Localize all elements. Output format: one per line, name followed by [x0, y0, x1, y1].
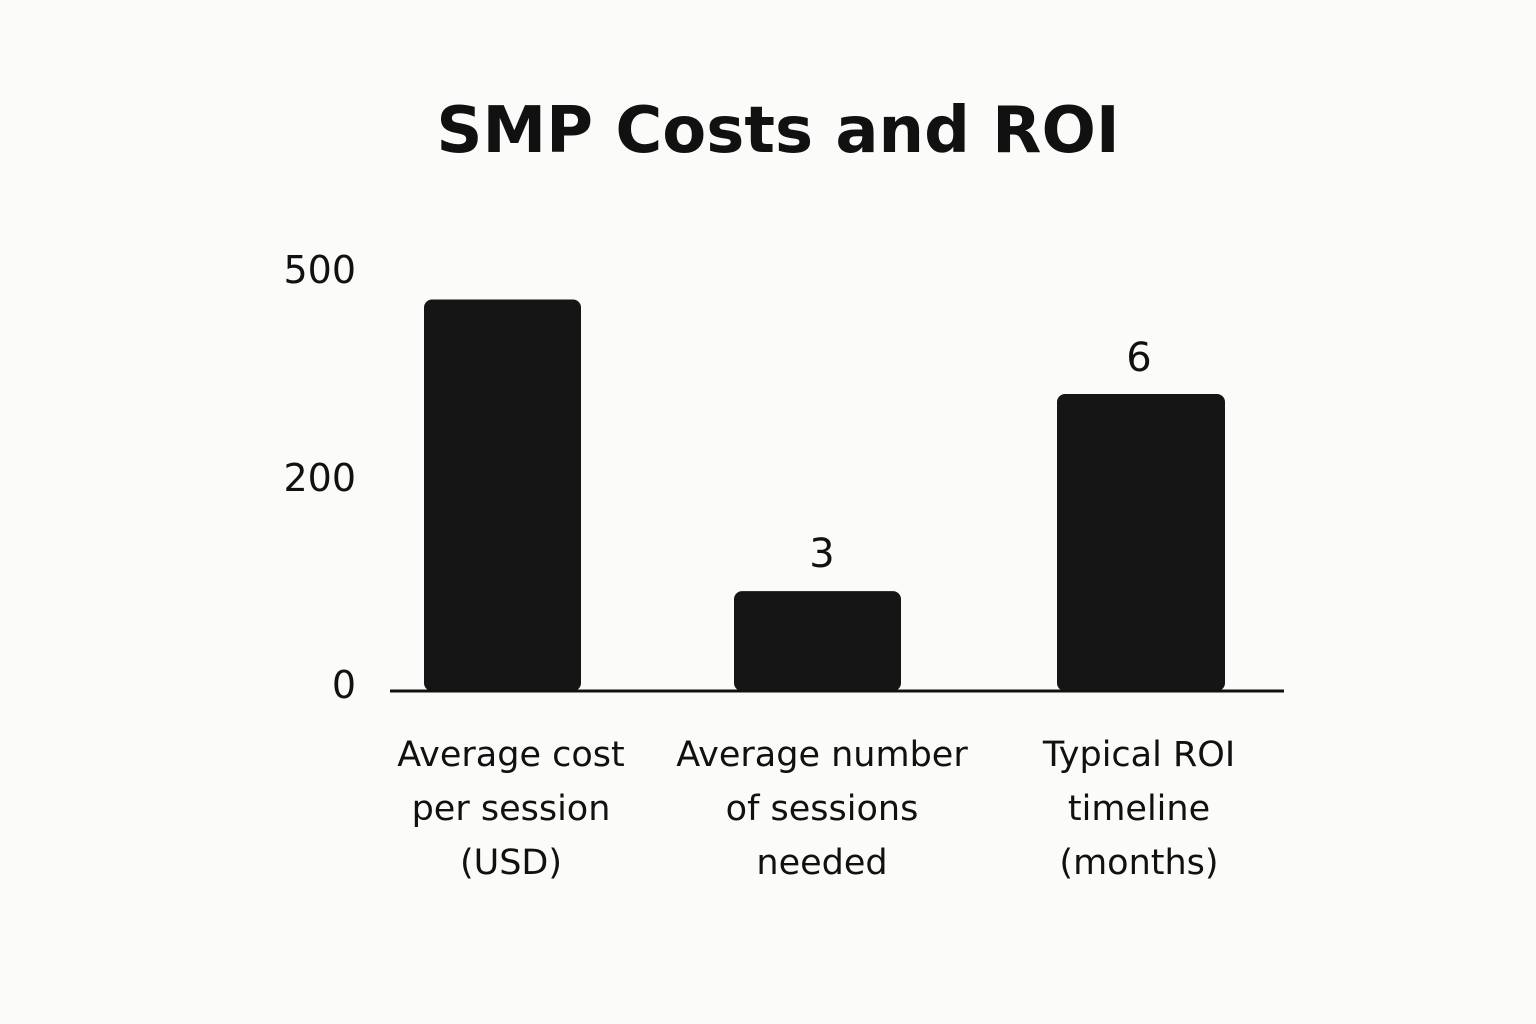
y-tick-label-200: 200: [283, 456, 356, 500]
category-label-3: Typical ROI timeline (months): [1042, 735, 1235, 883]
bars-layer: [424, 299, 1225, 691]
y-tick-label-500: 500: [283, 248, 356, 292]
category-label-1: Average cost per session (USD): [397, 735, 624, 883]
y-tick-label-0: 0: [332, 663, 356, 707]
category-label-2-line-2: of sessions: [726, 789, 919, 829]
category-label-2-line-3: needed: [756, 843, 887, 883]
category-label-1-line-2: per session: [412, 789, 611, 829]
bar-value-label-2: 3: [809, 531, 834, 577]
category-label-1-line-3: (USD): [460, 843, 562, 883]
category-label-3-line-2: timeline: [1068, 789, 1210, 829]
bar-value-label-3: 6: [1126, 335, 1151, 381]
category-label-3-line-1: Typical ROI: [1042, 735, 1235, 775]
value-labels-layer: 36: [809, 335, 1151, 577]
category-labels-layer: Average cost per session (USD) Average numb…: [397, 735, 1235, 883]
category-label-2: Average number of sessions needed: [676, 735, 968, 883]
chart-title: SMP Costs and ROI: [436, 94, 1119, 168]
bar-1: [424, 299, 581, 691]
category-label-1-line-1: Average cost: [397, 735, 624, 775]
bar-2: [734, 591, 901, 691]
category-label-3-line-3: (months): [1059, 843, 1218, 883]
category-label-2-line-1: Average number: [676, 735, 968, 775]
bar-3: [1057, 394, 1225, 691]
